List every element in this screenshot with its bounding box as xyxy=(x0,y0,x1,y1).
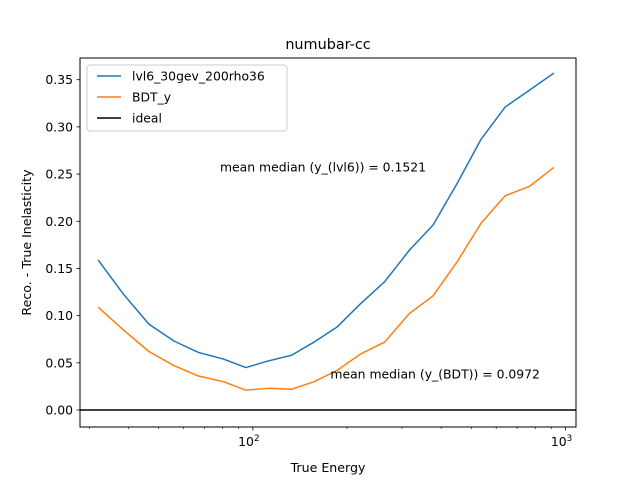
legend-label-lvl6: lvl6_30gev_200rho36 xyxy=(132,69,265,84)
y-tick-label: 0.15 xyxy=(45,261,73,276)
legend-label-ideal: ideal xyxy=(132,111,162,126)
y-tick-label: 0.25 xyxy=(45,167,73,182)
legend-box xyxy=(86,64,288,132)
y-tick-label: 0.10 xyxy=(45,308,73,323)
y-tick-label: 0.00 xyxy=(45,403,73,418)
legend: lvl6_30gev_200rho36 BDT_y ideal xyxy=(86,64,288,132)
annotation-0: mean median (y_(lvl6)) = 0.1521 xyxy=(220,160,426,175)
chart-title: numubar-cc xyxy=(285,37,370,53)
legend-label-bdt: BDT_y xyxy=(132,90,171,105)
plot-frame xyxy=(79,57,577,428)
series-line-1 xyxy=(97,166,555,391)
x-axis-label: True Energy xyxy=(290,460,366,475)
y-tick-label: 0.30 xyxy=(45,119,73,134)
annotation-1: mean median (y_(BDT)) = 0.0972 xyxy=(330,366,540,381)
y-tick-label: 0.05 xyxy=(45,355,73,370)
y-tick-label: 0.20 xyxy=(45,214,73,229)
y-axis-label: Reco. - True Inelasticity xyxy=(19,169,34,316)
y-tick-label: 0.35 xyxy=(45,72,73,87)
series-line-0 xyxy=(97,72,555,369)
annotations: mean median (y_(lvl6)) = 0.1521 mean medi… xyxy=(220,160,540,382)
series-group xyxy=(97,72,555,391)
